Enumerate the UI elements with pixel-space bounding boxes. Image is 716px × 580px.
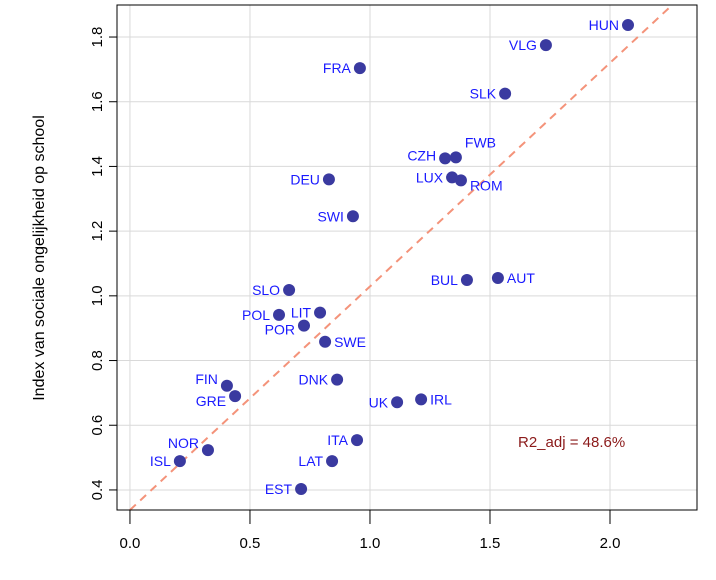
x-tick-label: 1.0 [360, 535, 381, 552]
points: HUN VLG FRA SLK FWB CZH LUX ROM DEU SWI AUT BUL SLO L… [150, 17, 634, 497]
y-tick-label: 0.6 [89, 415, 106, 436]
y-tick-label: 1.0 [89, 285, 106, 306]
point-nor [201, 444, 214, 457]
point-fra [353, 62, 366, 75]
point-label-vlg: VLG [509, 37, 537, 53]
y-axis: 0.4 0.6 0.8 1.0 1.2 1.4 1.6 1.8 [89, 27, 117, 501]
point-label-dnk: DNK [299, 372, 329, 388]
point-czh [439, 152, 452, 165]
y-axis-label: Index van sociale ongelijkheid op school [31, 115, 48, 401]
point-slk [499, 87, 512, 100]
point-pol [273, 308, 286, 321]
point-label-gre: GRE [196, 393, 226, 409]
y-tick-label: 1.8 [89, 27, 106, 48]
point-label-lat: LAT [298, 453, 323, 469]
point-label-swi: SWI [317, 208, 343, 224]
point-label-isl: ISL [150, 453, 171, 469]
point-ita [351, 434, 364, 447]
point-label-slk: SLK [470, 86, 497, 102]
point-hun [621, 19, 634, 32]
point-label-deu: DEU [290, 171, 320, 187]
point-label-irl: IRL [430, 391, 452, 407]
x-tick-label: 0.5 [240, 535, 261, 552]
fit-line [129, 4, 673, 511]
plot-border [116, 4, 698, 511]
point-label-bul: BUL [431, 272, 458, 288]
point-label-fra: FRA [323, 60, 352, 76]
y-tick-label: 1.2 [89, 221, 106, 242]
point-label-uk: UK [369, 394, 389, 410]
point-label-lit: LIT [291, 305, 312, 321]
point-label-nor: NOR [168, 435, 199, 451]
x-tick-label: 1.5 [480, 535, 501, 552]
x-axis: 0.0 0.5 1.0 1.5 2.0 [120, 510, 621, 552]
point-label-est: EST [265, 481, 293, 497]
point-por [297, 319, 310, 332]
point-swi [346, 210, 359, 223]
point-fin [220, 379, 233, 392]
y-tick-label: 1.4 [89, 156, 106, 177]
x-tick-label: 0.0 [120, 535, 141, 552]
point-label-lux: LUX [416, 169, 444, 185]
point-fwb [449, 151, 462, 164]
point-lit [314, 306, 327, 319]
point-gre [229, 390, 242, 403]
point-label-czh: CZH [407, 147, 436, 163]
point-rom [454, 174, 467, 187]
point-est [295, 482, 308, 495]
point-lat [326, 455, 339, 468]
point-isl [173, 455, 186, 468]
point-deu [322, 173, 335, 186]
point-label-fin: FIN [195, 371, 218, 387]
point-irl [415, 393, 428, 406]
point-label-pol: POL [242, 307, 270, 323]
point-uk [391, 396, 404, 409]
point-dnk [331, 373, 344, 386]
point-swe [319, 335, 332, 348]
y-tick-label: 1.6 [89, 91, 106, 112]
point-label-ita: ITA [327, 432, 348, 448]
fit-line-group [129, 4, 673, 511]
point-aut [491, 272, 504, 285]
x-tick-label: 2.0 [600, 535, 621, 552]
point-label-hun: HUN [589, 17, 619, 33]
point-label-aut: AUT [507, 270, 535, 286]
point-slo [283, 284, 296, 297]
point-label-fwb: FWB [465, 134, 496, 150]
point-label-por: POR [265, 322, 295, 338]
annotation-r2: R2_adj = 48.6% [518, 434, 625, 451]
point-bul [460, 273, 473, 286]
point-label-swe: SWE [334, 334, 366, 350]
point-label-slo: SLO [252, 282, 280, 298]
grid [117, 5, 697, 510]
y-tick-label: 0.8 [89, 350, 106, 371]
point-vlg [539, 39, 552, 52]
point-label-rom: ROM [470, 177, 503, 193]
y-tick-label: 0.4 [89, 480, 106, 501]
